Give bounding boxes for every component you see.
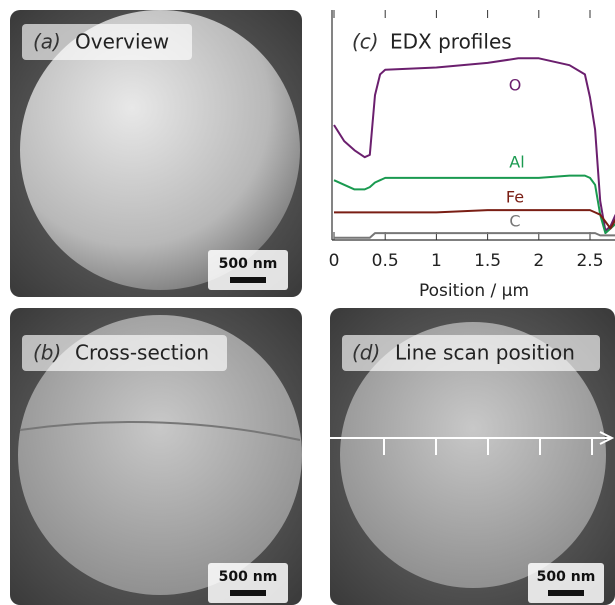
profile-line [334, 233, 615, 238]
scale-bar-label: 500 nm [219, 569, 278, 585]
panel-title: Cross-section [75, 341, 209, 365]
x-tick-label: 2.5 [576, 251, 603, 271]
scale-bar [230, 277, 266, 283]
chart-title: EDX profiles [390, 30, 512, 54]
panel-title: Overview [75, 30, 169, 54]
scale-bar [548, 590, 584, 596]
x-tick-label: 2 [533, 251, 544, 271]
x-axis-label: Position / µm [419, 281, 529, 301]
x-tick-label: 1 [431, 251, 442, 271]
profile-line [334, 58, 615, 231]
profile-line [334, 176, 615, 234]
scale-bar-label: 500 nm [219, 256, 278, 272]
x-tick-label: 1.5 [474, 251, 501, 271]
scale-bar-label: 500 nm [537, 569, 596, 585]
profile-line [334, 210, 615, 228]
edx-chart: (c) EDX profiles Position / µm 0 0.5 1 1.5 2… [329, 10, 615, 301]
panel-label: (d) [352, 341, 380, 365]
x-tick-label: 0.5 [372, 251, 399, 271]
series-label: Al [509, 153, 524, 172]
series-label: C [509, 212, 520, 231]
series-label: O [509, 76, 522, 95]
scale-bar [230, 590, 266, 596]
panel-title: Line scan position [395, 341, 575, 365]
panel-label: (b) [33, 341, 61, 365]
panel-label: (a) [33, 30, 61, 54]
figure: (a) Overview 500 nm (b) Cross-section 50… [0, 0, 615, 605]
series-label: Fe [506, 188, 524, 207]
x-tick-label: 0 [329, 251, 340, 271]
panel-label: (c) [352, 30, 379, 54]
